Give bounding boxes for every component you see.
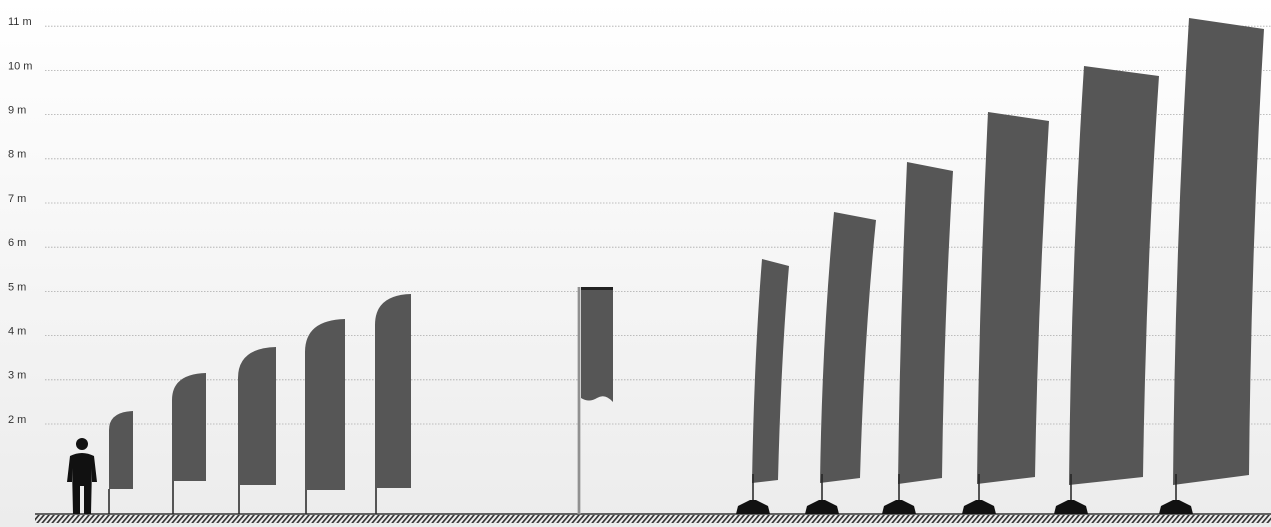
- flagpole: [577, 287, 613, 514]
- tick-label: 5 m: [8, 281, 26, 293]
- tick-label: 3 m: [8, 370, 26, 382]
- tick-label: 9 m: [8, 105, 26, 117]
- tick-label: 6 m: [8, 237, 26, 249]
- scale: 2 m 3 m 4 m 5 m 6 m 7 m 8 m 9 m 10 m 11 m: [8, 16, 1271, 426]
- person-icon: [67, 438, 97, 514]
- tick-label: 11 m: [8, 16, 32, 28]
- tick-label: 7 m: [8, 193, 26, 205]
- ground-hatch: [35, 515, 1271, 523]
- bent-flags: [736, 18, 1264, 514]
- tick-label: 2 m: [8, 414, 26, 426]
- tick-label: 10 m: [8, 60, 32, 72]
- tick-label: 8 m: [8, 149, 26, 161]
- feather-flags: [108, 294, 411, 514]
- tick-label: 4 m: [8, 326, 26, 338]
